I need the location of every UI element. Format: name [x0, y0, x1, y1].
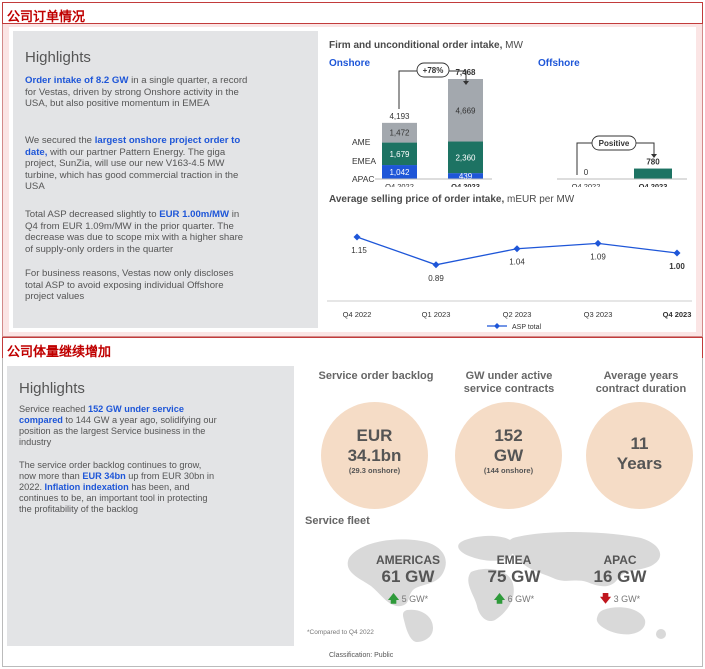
onshore-stacked-chart: 1,042 1,679 1,472 4,193 Q4 2022 439 2,360 4,669…	[352, 62, 492, 187]
section-title-text: 公司体量继续增加	[7, 345, 112, 360]
x-tick-label: Q3 2023	[584, 310, 613, 319]
stat-head-duration: Average years contract duration	[595, 370, 687, 395]
region-name: APAC	[603, 553, 637, 567]
bar-value-label: 1,679	[389, 150, 410, 159]
asp-data-label: 1.15	[351, 246, 367, 255]
asp-point	[513, 245, 521, 253]
bar-segment-apac	[448, 173, 483, 179]
highlight-order-intake: Order intake of 8.2 GW in a single quart…	[25, 75, 248, 110]
bar-value-label: 1,042	[389, 168, 410, 177]
asp-point	[594, 239, 602, 247]
highlight-largest-order: We secured the largest onshore project o…	[25, 135, 241, 193]
bar-segment-emea	[382, 142, 417, 166]
x-tick-label: Q2 2023	[503, 310, 532, 319]
stat-circle-duration: 11 Years	[586, 402, 693, 509]
growth-badge-text: +78%	[423, 66, 444, 75]
world-map-graphic	[347, 532, 666, 642]
region-delta: 🡅 5 GW*	[387, 593, 429, 605]
bar-value-label: 2,360	[455, 153, 476, 162]
highlights-box-service: Highlights Service reached 152 GW under …	[7, 366, 294, 646]
asp-point	[432, 261, 440, 269]
highlight-backlog: The service order backlog continues to g…	[19, 460, 215, 514]
section-title-text: 公司订单情况	[7, 10, 86, 25]
asp-legend-marker	[494, 323, 500, 329]
stat-head-gw: GW under active service contracts	[463, 370, 555, 395]
highlights-title: Highlights	[19, 380, 85, 397]
highlights-title: Highlights	[25, 49, 91, 66]
stat-head-backlog: Service order backlog	[318, 370, 434, 382]
asp-line-chart: 1.15 Q4 2022 0.89 Q1 2023 1.04 Q2 2023 1.09 Q3 …	[327, 233, 692, 331]
asp-point	[673, 249, 681, 257]
offshore-badge-text: Positive	[599, 139, 630, 148]
legend-apac: APAC	[352, 174, 375, 184]
growth-badge	[416, 62, 450, 78]
bar-value-label: 0	[584, 168, 589, 177]
region-delta: 🡇 3 GW*	[599, 593, 641, 605]
region-delta: 🡅 6 GW*	[493, 593, 535, 605]
offshore-label: Offshore	[538, 58, 580, 69]
stat-circle-backlog: EUR 34.1bn (29.3 onshore)	[321, 402, 428, 509]
section-title-service: 公司体量继续增加	[2, 337, 703, 360]
fleet-footnote: *Compared to Q4 2022	[307, 629, 374, 636]
x-tick-label: Q4 2023	[663, 310, 692, 319]
section-title-orders: 公司订单情况	[2, 2, 703, 25]
arrow-up-icon: 🡅	[493, 593, 506, 605]
classification-label: Classification: Public	[329, 652, 394, 659]
region-gw: 16 GW	[593, 567, 647, 586]
asp-chart-title: Average selling price of order intake, m…	[329, 194, 575, 205]
offshore-bar-chart: 0 Q4 2022 780 Q4 2023 Positive	[557, 135, 687, 187]
bar-segment-ame	[448, 79, 483, 142]
asp-data-label: 1.04	[509, 258, 525, 267]
x-tick-label: Q4 2022	[572, 182, 601, 187]
x-tick-label: Q4 2022	[385, 182, 414, 187]
bar-value-label: 780	[646, 158, 660, 167]
bar-value-label: 4,669	[455, 106, 476, 115]
legend-emea: EMEA	[352, 156, 376, 166]
asp-legend-label: ASP total	[512, 324, 542, 331]
asp-data-label: 0.89	[428, 274, 444, 283]
growth-arrow-head	[463, 81, 469, 85]
stat-circle-gw: 152 GW (144 onshore)	[455, 402, 562, 509]
asp-point	[353, 233, 361, 241]
region-gw: 75 GW	[487, 567, 541, 586]
region-name: EMEA	[496, 553, 532, 567]
asp-data-label: 1.09	[590, 252, 606, 261]
arrow-up-icon: 🡅	[387, 593, 400, 605]
asp-data-label: 1.00	[669, 262, 685, 271]
service-fleet-title: Service fleet	[305, 515, 370, 527]
highlight-disclosure: For business reasons, Vestas now only di…	[25, 268, 234, 303]
service-panel: Highlights Service reached 152 GW under …	[2, 358, 703, 667]
x-tick-label: Q4 2022	[343, 310, 372, 319]
offshore-bar	[634, 168, 672, 179]
bar-value-label: 1,472	[389, 129, 410, 138]
order-chart-title: Firm and unconditional order intake, MW	[329, 40, 523, 51]
x-tick-label: Q4 2023	[451, 182, 480, 187]
offshore-arrow-head	[651, 154, 657, 158]
x-tick-label: Q1 2023	[422, 310, 451, 319]
bar-segment-apac	[382, 165, 417, 179]
onshore-label: Onshore	[329, 58, 371, 69]
region-emea: EMEA 75 GW 🡅 6 GW*	[459, 553, 569, 609]
highlight-asp: Total ASP decreased slightly to EUR 1.00…	[25, 209, 244, 255]
region-name: AMERICAS	[375, 553, 440, 567]
offshore-badge	[591, 135, 637, 151]
highlight-service-gw: Service reached 152 GW under service com…	[19, 404, 217, 447]
bar-value-label: 439	[459, 172, 473, 181]
arrow-down-icon: 🡇	[599, 593, 612, 605]
bar-segment-emea	[448, 141, 483, 174]
region-americas: AMERICAS 61 GW 🡅 5 GW*	[353, 553, 463, 609]
orders-panel: Highlights Order intake of 8.2 GW in a s…	[2, 24, 703, 337]
bar-segment-ame	[382, 122, 417, 143]
bar-total-label: 4,193	[389, 112, 410, 121]
region-apac: APAC 16 GW 🡇 3 GW*	[565, 553, 675, 609]
x-tick-label: Q4 2023	[639, 182, 668, 187]
highlights-box-orders: Highlights Order intake of 8.2 GW in a s…	[13, 31, 318, 328]
region-gw: 61 GW	[381, 567, 435, 586]
legend-ame: AME	[352, 137, 371, 147]
orders-slide: Highlights Order intake of 8.2 GW in a s…	[9, 27, 696, 332]
